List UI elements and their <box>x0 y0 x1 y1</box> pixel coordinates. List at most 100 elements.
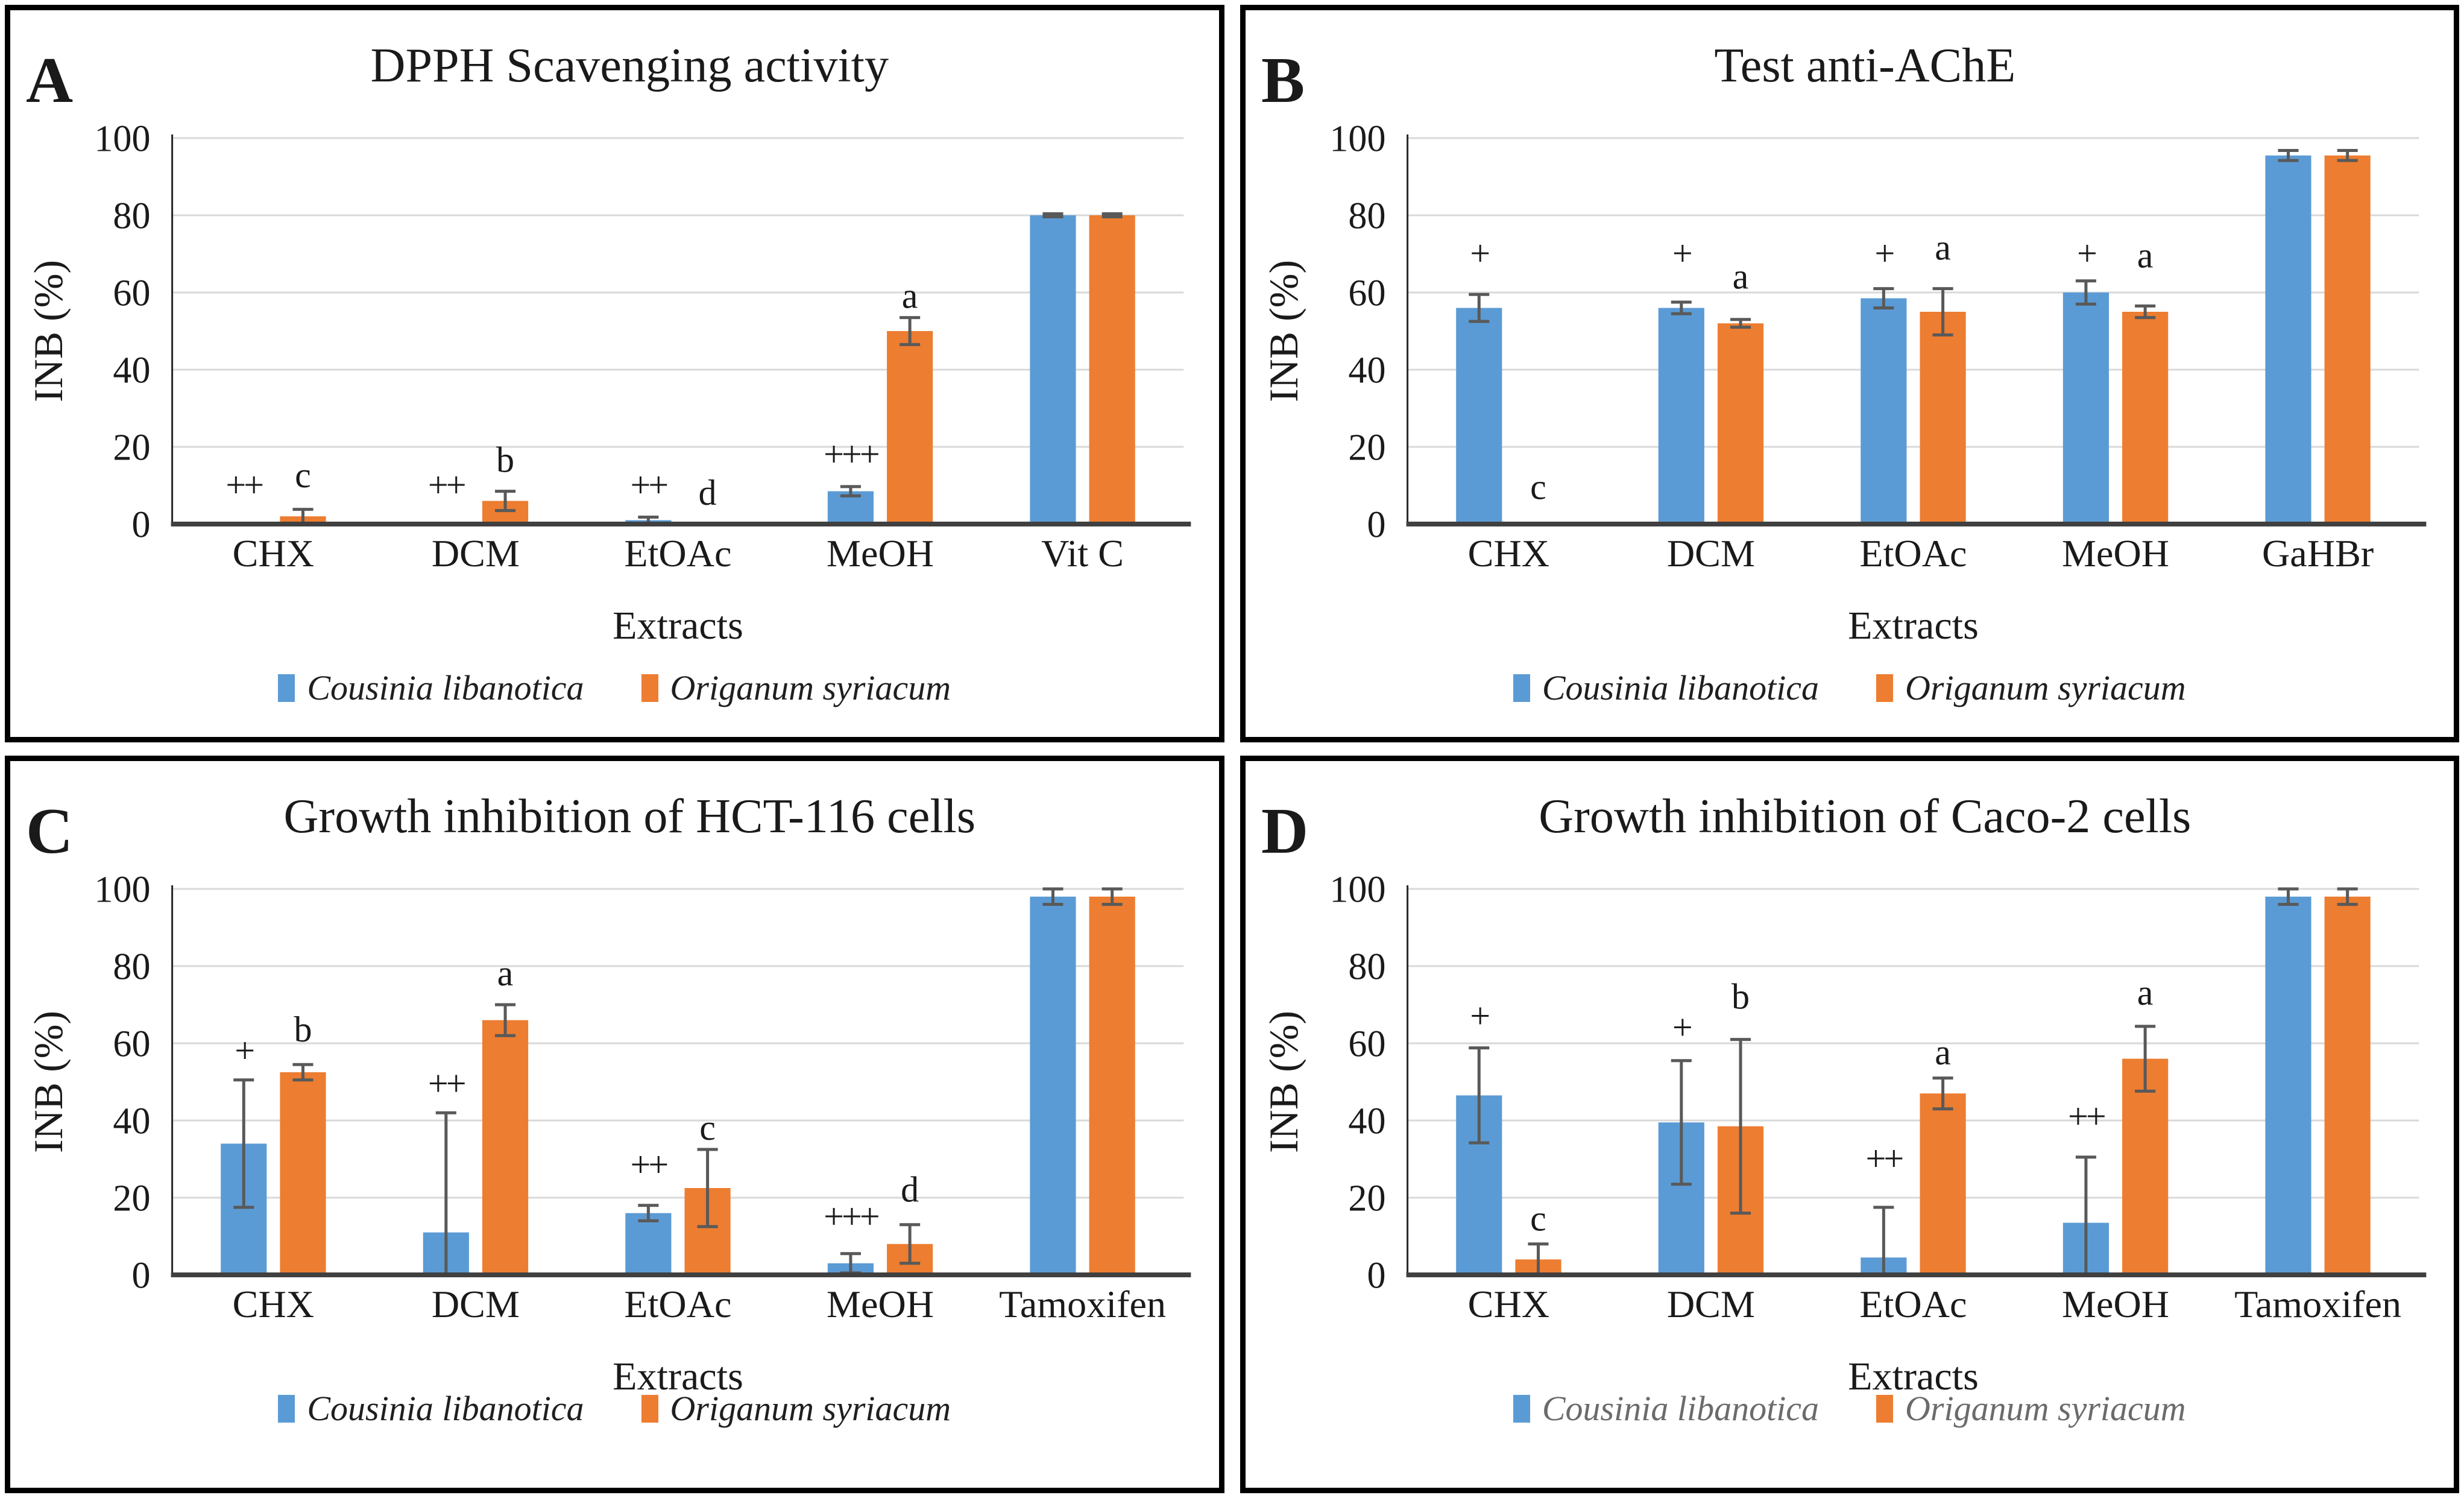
annotation-A-EtOAc-cousinia: ++ <box>630 464 667 505</box>
y-axis-title-B: INB (%) <box>1261 260 1306 402</box>
x-category-label-EtOAc: EtOAc <box>1859 1283 1967 1326</box>
annotation-A-MeOH-origanum: a <box>902 276 918 316</box>
y-tick-label-40: 40 <box>113 1101 150 1142</box>
x-category-label-MeOH: MeOH <box>2061 1283 2169 1326</box>
legend-item-cousinia: Cousinia libanotica <box>278 1391 584 1426</box>
annotation-D-EtOAc-origanum: a <box>1935 1032 1951 1072</box>
error-bar-B-GaHBr-cousinia <box>2277 148 2299 162</box>
annotation-A-DCM-cousinia: ++ <box>428 464 465 505</box>
x-category-label-Tamoxifen: Tamoxifen <box>2234 1283 2401 1326</box>
legend-B: Cousinia libanotica Origanum syriacum <box>1246 671 2454 706</box>
legend-swatch-origanum <box>641 1395 658 1423</box>
panel-B: 0 20 40 60 80 100 + c CHX + a DCM + a EtOAc + a MeOH GaHBr… <box>1240 5 2459 742</box>
bar-A-MeOH-origanum <box>887 331 933 524</box>
annotation-C-DCM-origanum: a <box>497 953 514 993</box>
panel-letter-A: A <box>26 45 73 116</box>
y-tick-label-100: 100 <box>1329 119 1385 160</box>
annotation-B-DCM-origanum: a <box>1732 256 1748 297</box>
y-tick-label-60: 60 <box>113 1024 150 1065</box>
annotation-B-MeOH-cousinia: + <box>2076 233 2095 273</box>
error-bar-A-CHX-origanum <box>292 508 314 523</box>
bar-D-Tamoxifen-origanum <box>2324 896 2371 1275</box>
error-bar-B-EtOAc-cousinia <box>1873 287 1894 310</box>
legend-label-origanum: Origanum syriacum <box>1905 1389 2186 1428</box>
annotation-D-EtOAc-cousinia: ++ <box>1865 1138 1902 1178</box>
chart-title-C: Growth inhibition of HCT-116 cells <box>284 790 976 843</box>
error-bar-A-Vit C-origanum <box>1101 212 1123 219</box>
annotation-B-EtOAc-origanum: a <box>1935 227 1951 268</box>
legend-item-origanum: Origanum syriacum <box>1876 671 2186 706</box>
x-category-label-CHX: CHX <box>233 532 314 575</box>
bar-B-DCM-cousinia <box>1658 308 1704 524</box>
legend-label-cousinia: Cousinia libanotica <box>1542 668 1820 707</box>
annotation-B-CHX-origanum: c <box>1530 466 1546 507</box>
legend-item-origanum: Origanum syriacum <box>1876 1391 2186 1426</box>
y-tick-label-0: 0 <box>131 1256 150 1297</box>
annotation-C-MeOH-origanum: d <box>901 1169 919 1209</box>
bar-B-EtOAc-origanum <box>1920 312 1966 524</box>
error-bar-D-MeOH-cousinia <box>2075 1155 2096 1275</box>
chart-title-B: Test anti-AChE <box>1714 39 2015 92</box>
legend-swatch-origanum <box>641 674 658 702</box>
error-bar-D-MeOH-origanum <box>2134 1025 2155 1093</box>
x-category-label-EtOAc: EtOAc <box>624 1283 731 1326</box>
y-tick-label-0: 0 <box>1367 1256 1385 1297</box>
error-bar-D-CHX-cousinia <box>1468 1046 1489 1145</box>
bar-D-MeOH-origanum <box>2122 1058 2168 1275</box>
x-category-label-EtOAc: EtOAc <box>624 532 731 575</box>
annotation-C-EtOAc-origanum: c <box>699 1107 716 1148</box>
x-category-label-DCM: DCM <box>432 532 520 575</box>
legend-item-cousinia: Cousinia libanotica <box>1513 671 1819 706</box>
bar-C-CHX-origanum <box>280 1072 326 1275</box>
bar-B-MeOH-origanum <box>2122 312 2168 524</box>
error-bar-C-EtOAc-cousinia <box>638 1204 659 1222</box>
error-bar-A-Vit C-cousinia <box>1042 212 1063 219</box>
x-category-label-Tamoxifen: Tamoxifen <box>999 1283 1166 1326</box>
chart-D: 0 20 40 60 80 100 + c CHX + b DCM ++ a EtOAc ++ a MeOH Tam… <box>1261 790 2426 1398</box>
y-axis-title-D: INB (%) <box>1261 1011 1306 1153</box>
x-category-label-CHX: CHX <box>233 1283 314 1326</box>
legend-item-origanum: Origanum syriacum <box>641 1391 951 1426</box>
legend-label-origanum: Origanum syriacum <box>670 1389 951 1428</box>
legend-C: Cousinia libanotica Origanum syriacum <box>10 1391 1219 1426</box>
error-bar-B-DCM-cousinia <box>1671 300 1692 315</box>
legend-swatch-cousinia <box>1513 1395 1530 1423</box>
y-tick-label-40: 40 <box>1348 350 1385 391</box>
error-bar-A-MeOH-cousinia <box>840 485 861 498</box>
bar-B-GaHBr-cousinia <box>2264 155 2311 524</box>
y-tick-label-100: 100 <box>94 870 150 911</box>
y-tick-label-0: 0 <box>131 505 150 546</box>
chart-B: 0 20 40 60 80 100 + c CHX + a DCM + a EtOAc + a MeOH GaHBr… <box>1261 39 2426 648</box>
error-bar-A-MeOH-origanum <box>900 316 921 346</box>
error-bar-C-Tamoxifen-origanum <box>1101 887 1123 906</box>
error-bar-D-DCM-cousinia <box>1671 1059 1692 1186</box>
legend-item-cousinia: Cousinia libanotica <box>1513 1391 1819 1426</box>
error-bar-D-DCM-origanum <box>1730 1038 1751 1215</box>
y-tick-label-40: 40 <box>113 350 150 391</box>
bar-B-DCM-origanum <box>1717 323 1763 524</box>
legend-D: Cousinia libanotica Origanum syriacum <box>1246 1391 2454 1426</box>
y-tick-label-80: 80 <box>1348 196 1385 237</box>
error-bar-B-CHX-cousinia <box>1468 292 1489 323</box>
annotation-A-CHX-cousinia: ++ <box>225 464 262 505</box>
error-bar-B-GaHBr-origanum <box>2337 148 2358 162</box>
error-bar-C-DCM-cousinia <box>435 1111 456 1275</box>
bar-B-MeOH-cousinia <box>2062 292 2109 524</box>
error-bar-C-EtOAc-origanum <box>697 1148 718 1228</box>
legend-A: Cousinia libanotica Origanum syriacum <box>10 671 1219 706</box>
legend-label-origanum: Origanum syriacum <box>670 668 951 707</box>
chart-A: 0 20 40 60 80 100 ++ c CHX ++ b DCM ++ d EtOAc +++ a MeOH… <box>25 39 1191 648</box>
error-bar-D-EtOAc-cousinia <box>1873 1206 1894 1275</box>
y-tick-label-80: 80 <box>1348 947 1385 988</box>
legend-label-origanum: Origanum syriacum <box>1905 668 2186 707</box>
bar-B-EtOAc-cousinia <box>1860 298 1906 524</box>
x-axis-title-C: Extracts <box>613 1354 743 1398</box>
x-category-label-CHX: CHX <box>1467 1283 1549 1326</box>
annotation-D-CHX-cousinia: + <box>1470 995 1489 1035</box>
bar-D-EtOAc-origanum <box>1920 1093 1966 1275</box>
bar-C-EtOAc-cousinia <box>625 1213 672 1275</box>
y-tick-label-0: 0 <box>1367 505 1385 546</box>
bar-A-Vit C-origanum <box>1089 215 1135 524</box>
x-axis-title-A: Extracts <box>613 604 743 648</box>
x-category-label-MeOH: MeOH <box>827 1283 934 1326</box>
